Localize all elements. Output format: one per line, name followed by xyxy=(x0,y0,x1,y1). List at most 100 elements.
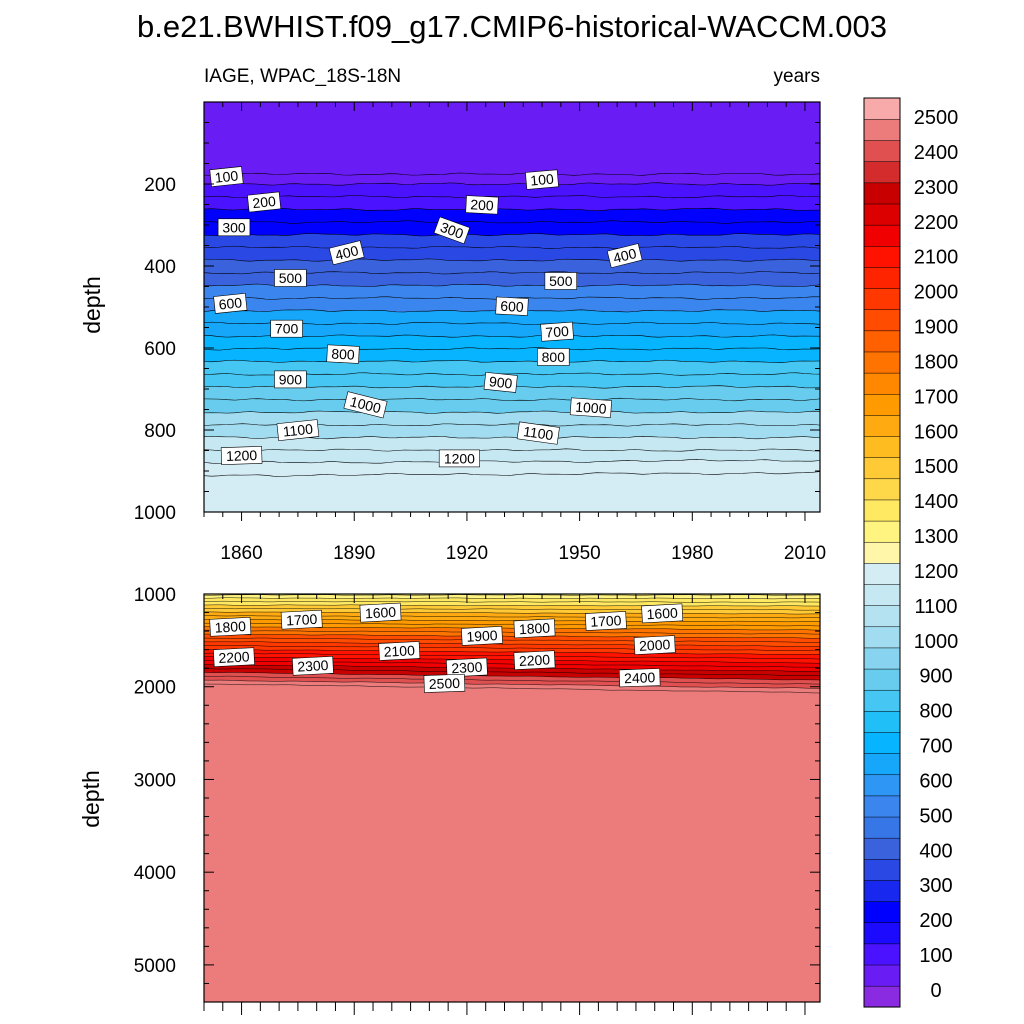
colorbar-label: 1400 xyxy=(914,491,959,513)
svg-text:500: 500 xyxy=(549,273,573,289)
lower-contour-1500 xyxy=(204,604,820,607)
svg-text:500: 500 xyxy=(279,270,303,286)
svg-text:900: 900 xyxy=(488,373,513,391)
svg-text:1800: 1800 xyxy=(519,620,551,638)
colorbar-label: 1900 xyxy=(914,317,959,339)
colorbar-frame xyxy=(863,97,901,1008)
lower-contour-label: 1900 xyxy=(461,626,503,646)
lower-ytick-label: 3000 xyxy=(134,770,176,791)
colorbar-swatch xyxy=(863,266,901,289)
units-string: years xyxy=(774,66,820,87)
colorbar-swatch xyxy=(863,626,901,649)
lower-ytick-label: 2000 xyxy=(134,678,176,699)
colorbar-label: 1800 xyxy=(914,351,959,373)
upper-contour-700 xyxy=(204,334,820,338)
upper-contour-label: 200 xyxy=(247,191,282,213)
upper-contour-label: 700 xyxy=(270,319,303,338)
colorbar-swatch xyxy=(863,943,901,966)
colorbar-label: 400 xyxy=(919,840,952,862)
svg-text:1200: 1200 xyxy=(226,447,258,464)
colorbar-label: 800 xyxy=(919,701,952,723)
lower-contour-2050 xyxy=(204,645,820,651)
colorbar-label: 2100 xyxy=(914,247,959,269)
colorbar-swatch xyxy=(863,330,901,353)
lower-contour-label: 1700 xyxy=(584,611,627,631)
svg-text:2500: 2500 xyxy=(429,675,461,692)
upper-contour-850 xyxy=(204,372,820,376)
colorbar-swatch xyxy=(863,710,901,733)
svg-text:200: 200 xyxy=(252,193,277,211)
upper-contour-label: 800 xyxy=(537,348,570,366)
svg-text:800: 800 xyxy=(331,345,355,362)
xtick-label: 1920 xyxy=(446,543,488,564)
upper-contour-300 xyxy=(204,233,820,237)
colorbar-swatch xyxy=(863,520,901,543)
colorbar-swatch xyxy=(863,795,901,818)
lower-contour-1550 xyxy=(204,608,820,611)
svg-text:2300: 2300 xyxy=(451,659,483,677)
colorbar-swatch xyxy=(863,203,901,226)
xtick-label: 1890 xyxy=(333,543,375,564)
colorbar-swatch xyxy=(863,837,901,860)
colorbar-label: 0 xyxy=(930,980,941,1002)
upper-contour-500 xyxy=(204,283,820,288)
upper-contour-label: 600 xyxy=(495,296,529,316)
upper-contour-label: 500 xyxy=(274,269,307,287)
svg-text:2200: 2200 xyxy=(218,648,250,666)
lower-contour-1400 xyxy=(204,597,820,600)
lower-ylabel: depth xyxy=(78,770,104,828)
colorbar-swatch xyxy=(863,774,901,797)
lower-contour-label: 2300 xyxy=(445,657,488,678)
colorbar-swatch xyxy=(863,562,901,585)
upper-contour-label: 200 xyxy=(465,195,499,215)
colorbar-swatch xyxy=(863,372,901,395)
upper-contour-800 xyxy=(204,359,820,363)
lower-contour-label: 2400 xyxy=(618,668,661,688)
upper-contour-1250 xyxy=(204,471,820,477)
lower-contour-1950 xyxy=(204,637,820,643)
svg-text:200: 200 xyxy=(470,196,494,213)
svg-text:2000: 2000 xyxy=(639,636,671,654)
lower-contour-1350 xyxy=(204,594,820,596)
upper-ytick-label: 400 xyxy=(144,257,176,278)
xtick-label: 2010 xyxy=(784,543,826,564)
upper-band-1250 xyxy=(204,471,820,512)
colorbar-label: 2400 xyxy=(914,142,959,164)
lower-contour-label: 1800 xyxy=(513,618,556,639)
left-string: IAGE, WPAC_18S-18N xyxy=(204,66,401,87)
svg-text:600: 600 xyxy=(218,294,243,312)
colorbar-swatch xyxy=(863,689,901,712)
upper-contour-950 xyxy=(204,397,820,402)
svg-text:600: 600 xyxy=(500,298,524,315)
colorbar-swatch xyxy=(863,435,901,458)
colorbar-swatch xyxy=(863,541,901,564)
colorbar-swatch xyxy=(863,668,901,691)
svg-text:300: 300 xyxy=(222,219,246,235)
upper-contour-label: 1200 xyxy=(220,445,263,466)
colorbar-swatch xyxy=(863,118,901,141)
upper-ylabel: depth xyxy=(79,276,105,334)
colorbar-label: 500 xyxy=(919,805,952,827)
colorbar-label: 2000 xyxy=(914,282,959,304)
lower-ytick-label: 4000 xyxy=(134,863,176,884)
upper-contour-label: 1100 xyxy=(516,421,560,445)
svg-text:800: 800 xyxy=(542,349,566,365)
lower-ytick-label: 5000 xyxy=(134,956,176,977)
upper-ytick-label: 800 xyxy=(144,421,176,442)
upper-contour-label: 300 xyxy=(217,218,251,237)
xtick-label: 1860 xyxy=(220,543,262,564)
svg-text:300: 300 xyxy=(438,219,466,242)
colorbar-swatch xyxy=(863,647,901,670)
colorbar-label: 2300 xyxy=(914,177,959,199)
colorbar-swatch xyxy=(863,499,901,522)
upper-ytick-label: 600 xyxy=(144,339,176,360)
colorbar-swatch xyxy=(863,224,901,247)
upper-contour-1200 xyxy=(204,459,820,464)
svg-text:1000: 1000 xyxy=(348,393,382,416)
colorbar-swatch xyxy=(863,985,901,1008)
svg-text:2200: 2200 xyxy=(519,651,551,669)
xtick-label: 1980 xyxy=(671,543,713,564)
svg-text:700: 700 xyxy=(545,323,570,341)
